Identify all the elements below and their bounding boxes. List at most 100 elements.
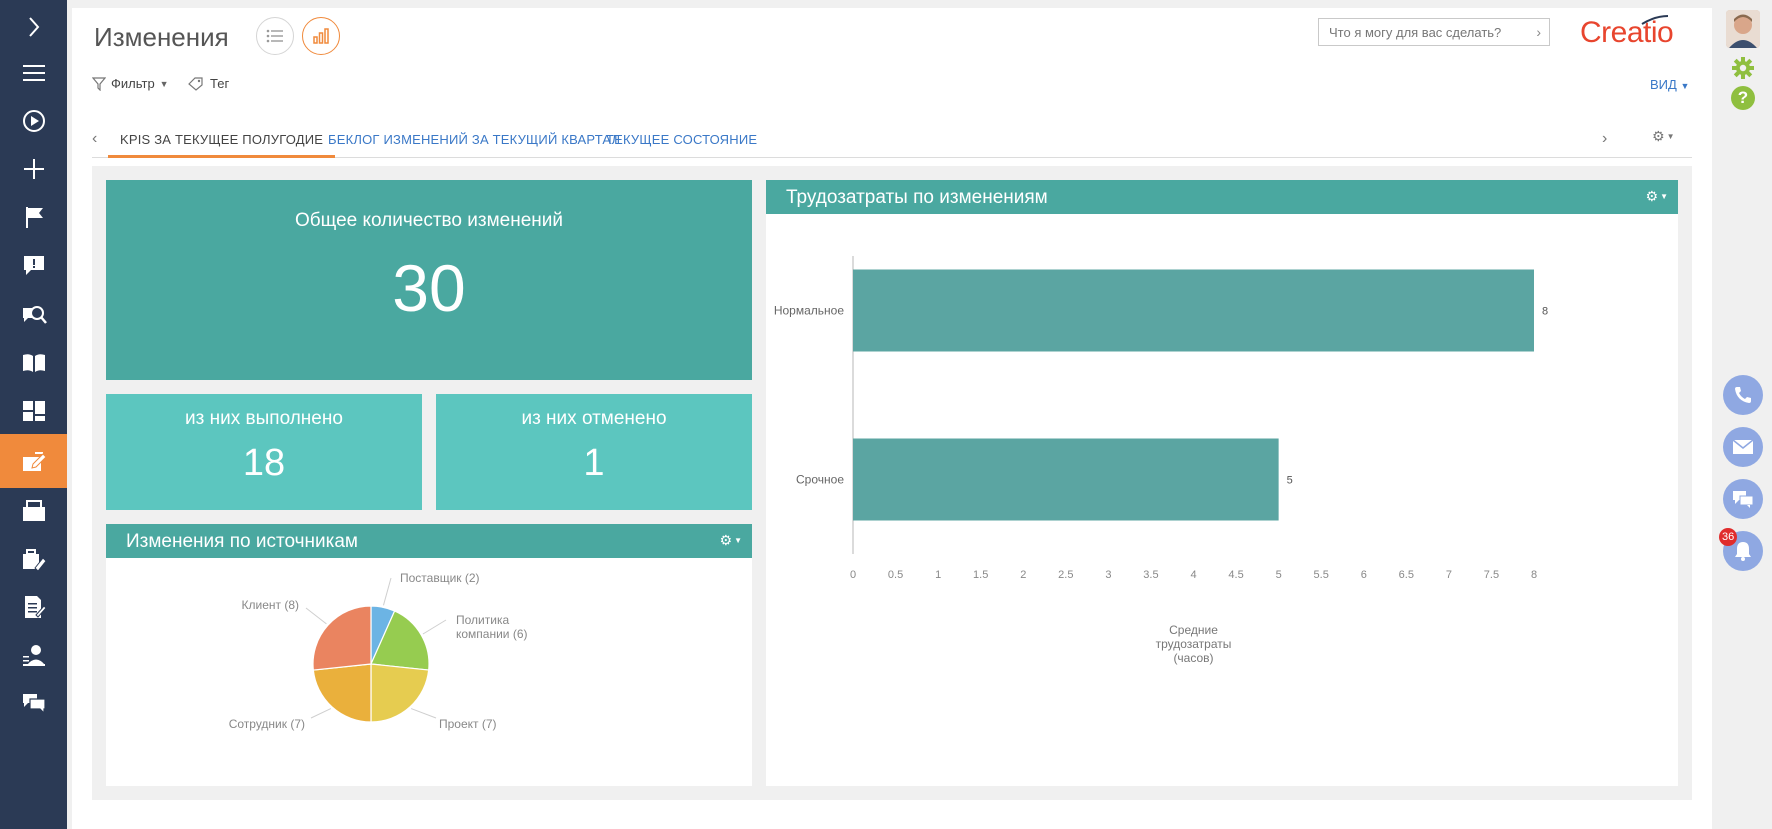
gear-icon: ⚙	[1645, 188, 1659, 204]
sidebar-item-plus[interactable]	[0, 142, 67, 196]
x-tick-label: 7	[1446, 569, 1452, 581]
pie-slice[interactable]	[370, 663, 430, 723]
sidebar-item-search-knowledge[interactable]	[0, 288, 67, 342]
sidebar-item-chevron-right[interactable]	[0, 0, 67, 54]
sidebar-item-document-edit[interactable]	[0, 580, 67, 634]
sidebar-item-flag[interactable]	[0, 190, 67, 244]
x-tick-label: 5.5	[1314, 569, 1329, 581]
page-title: Изменения	[94, 22, 229, 52]
envelope-icon	[1732, 439, 1754, 454]
caret-down-icon: ▼	[1660, 192, 1668, 201]
tabs-settings-button[interactable]: ⚙ ▼	[1652, 128, 1674, 145]
tag-button[interactable]: Тег	[188, 76, 229, 91]
releases-icon	[22, 500, 45, 521]
search-knowledge-icon	[22, 306, 47, 324]
alert-message-icon	[23, 256, 44, 275]
pie-label-line	[410, 708, 437, 719]
kpi-total-changes[interactable]: Общее количество изменений 30	[106, 180, 752, 380]
plus-icon	[23, 159, 44, 179]
x-tick-label: 0.5	[888, 569, 903, 581]
sidebar-item-alert-message[interactable]	[0, 238, 67, 292]
search-placeholder: Что я могу для вас сделать?	[1329, 25, 1502, 40]
user-avatar[interactable]	[1726, 10, 1760, 48]
x-tick-label: 6.5	[1399, 569, 1414, 581]
list-view-button[interactable]	[256, 17, 294, 55]
x-tick-label: 3.5	[1143, 569, 1158, 581]
sources-pie-widget: Изменения по источникам ⚙ ▼ Поставщик (2…	[106, 524, 752, 786]
x-axis-label: Средние	[1169, 623, 1218, 637]
email-button[interactable]	[1723, 427, 1763, 467]
sidebar-item-user-settings[interactable]	[0, 628, 67, 682]
bar-value-label: 5	[1287, 475, 1293, 487]
effort-bar-widget: Трудозатраты по изменениям ⚙ ▼ Нормально…	[766, 180, 1678, 786]
caret-down-icon: ▼	[1666, 132, 1675, 141]
sidebar-item-play[interactable]	[0, 94, 67, 148]
left-sidebar	[0, 0, 67, 829]
filter-button[interactable]: Фильтр ▼	[92, 76, 169, 91]
kpi-done-value: 18	[242, 442, 286, 484]
pie-label-line	[310, 708, 332, 719]
logo-swoosh-icon	[1641, 15, 1669, 25]
sidebar-item-dashboard[interactable]	[0, 384, 67, 438]
x-axis-label: (часов)	[1173, 651, 1213, 665]
tag-label: Тег	[210, 76, 230, 91]
notification-count-badge: 36	[1719, 528, 1738, 546]
pie-slice[interactable]	[370, 610, 430, 671]
x-tick-label: 6	[1361, 569, 1367, 581]
tab-backlog[interactable]: БЕКЛОГ ИЗМЕНЕНИЙ ЗА ТЕКУЩИЙ КВАРТАЛ	[328, 132, 621, 147]
view-menu-button[interactable]: ВИД ▼	[1650, 77, 1689, 92]
caret-down-icon: ▼	[1680, 81, 1690, 91]
pie-widget-settings-button[interactable]: ⚙ ▼	[720, 532, 742, 549]
sidebar-item-menu[interactable]	[0, 46, 67, 100]
x-tick-label: 8	[1531, 569, 1537, 581]
chevron-right-icon	[28, 17, 39, 37]
sidebar-item-service[interactable]	[0, 532, 67, 586]
help-button[interactable]: ?	[1731, 86, 1755, 110]
sidebar-item-releases[interactable]	[0, 484, 67, 538]
menu-icon	[22, 65, 45, 81]
pie-label-line	[382, 577, 392, 606]
pie-widget-title: Изменения по источникам	[126, 531, 358, 552]
caret-down-icon: ▼	[734, 536, 742, 545]
document-edit-icon	[24, 596, 47, 618]
command-search-input[interactable]: Что я могу для вас сделать? ›	[1318, 18, 1550, 46]
chat-icon	[1733, 491, 1754, 508]
chat-button[interactable]	[1723, 479, 1763, 519]
tag-icon	[188, 76, 203, 91]
filter-label: Фильтр	[111, 76, 155, 91]
sidebar-item-book[interactable]	[0, 336, 67, 390]
pie-label: Проект (7)	[439, 717, 497, 731]
analytics-view-button[interactable]	[302, 17, 340, 55]
tabs-scroll-right-icon[interactable]: ›	[1602, 130, 1608, 147]
bar[interactable]	[853, 269, 1534, 352]
phone-button[interactable]	[1723, 375, 1763, 415]
x-tick-label: 2	[1020, 569, 1026, 581]
bar-widget-header: Трудозатраты по изменениям ⚙ ▼	[766, 180, 1678, 214]
tab-kpis[interactable]: KPIS ЗА ТЕКУЩЕЕ ПОЛУГОДИЕ	[108, 132, 336, 158]
pie-slice[interactable]	[312, 663, 372, 723]
sidebar-item-changes[interactable]	[0, 434, 67, 488]
tabs-scroll-left-icon[interactable]: ‹	[92, 130, 98, 147]
bar[interactable]	[853, 438, 1279, 521]
phone-icon	[1735, 387, 1751, 403]
tab-current-state[interactable]: ТЕКУЩЕЕ СОСТОЯНИЕ	[606, 132, 758, 147]
sidebar-item-chat[interactable]	[0, 676, 67, 730]
bar-widget-title: Трудозатраты по изменениям	[786, 187, 1048, 208]
kpi-cancelled-changes[interactable]: из них отменено 1	[436, 394, 752, 510]
x-tick-label: 4	[1190, 569, 1196, 581]
pie-slice[interactable]	[312, 605, 372, 671]
kpi-done-changes[interactable]: из них выполнено 18	[106, 394, 422, 510]
bar-chart-icon	[313, 28, 329, 44]
gear-icon: ⚙	[1652, 128, 1665, 144]
creatio-logo: Creatio	[1580, 16, 1674, 49]
book-icon	[22, 354, 45, 372]
main-panel: Изменения Что я могу для вас сделать? › …	[72, 8, 1712, 829]
x-tick-label: 3	[1105, 569, 1111, 581]
dashboard-tabs: ‹ KPIS ЗА ТЕКУЩЕЕ ПОЛУГОДИЕ БЕКЛОГ ИЗМЕН…	[92, 126, 1692, 158]
pie-label: Сотрудник (7)	[229, 717, 305, 731]
x-axis-label: трудозатраты	[1156, 637, 1232, 651]
bar-widget-settings-button[interactable]: ⚙ ▼	[1646, 188, 1668, 205]
dashboard-area: Общее количество изменений 30 из них вып…	[92, 166, 1692, 800]
settings-gear-button[interactable]	[1731, 56, 1755, 80]
list-icon	[266, 29, 283, 43]
